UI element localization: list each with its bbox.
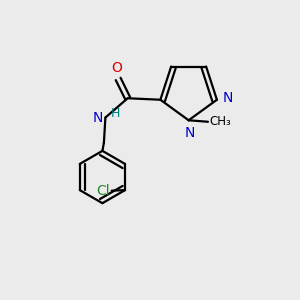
Text: CH₃: CH₃	[209, 115, 231, 128]
Text: H: H	[111, 106, 120, 120]
Text: N: N	[93, 111, 103, 124]
Text: O: O	[111, 61, 122, 75]
Text: N: N	[222, 91, 233, 105]
Text: Cl: Cl	[97, 184, 110, 198]
Text: N: N	[185, 126, 195, 140]
